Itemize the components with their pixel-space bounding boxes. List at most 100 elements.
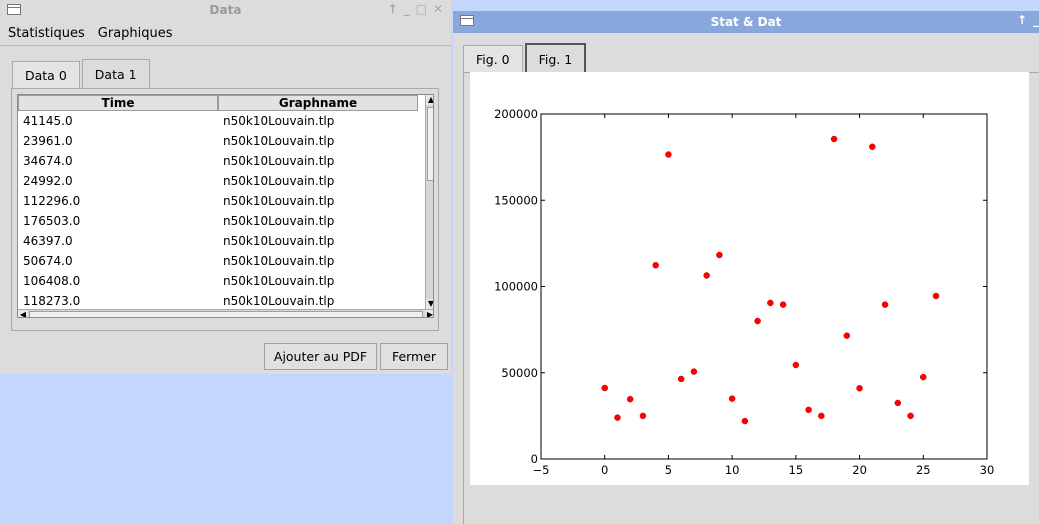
data-point bbox=[779, 301, 787, 308]
cell-graphname: n50k10Louvain.tlp bbox=[223, 214, 335, 228]
table-row[interactable]: 41145.0 n50k10Louvain.tlp bbox=[18, 111, 418, 131]
table-row[interactable]: 176503.0 n50k10Louvain.tlp bbox=[18, 211, 418, 231]
cell-time: 41145.0 bbox=[23, 114, 73, 128]
scroll-right-arrow-icon[interactable]: ▶ bbox=[425, 310, 434, 318]
table-row[interactable]: 23961.0 n50k10Louvain.tlp bbox=[18, 131, 418, 151]
cell-graphname: n50k10Louvain.tlp bbox=[223, 294, 335, 308]
figure-canvas: −5 0 5 10 15 20 25 30 0 50000 100000 150000 200000 bbox=[470, 72, 1029, 485]
tab-data-1[interactable]: Data 1 bbox=[81, 59, 150, 89]
close-icon[interactable]: ✕ bbox=[432, 2, 443, 16]
tab-fig-1[interactable]: Fig. 1 bbox=[524, 43, 587, 72]
cell-time: 118273.0 bbox=[23, 294, 81, 308]
horizontal-scroll-thumb[interactable] bbox=[29, 311, 423, 317]
cell-time: 34674.0 bbox=[23, 154, 73, 168]
scroll-left-arrow-icon[interactable]: ◀ bbox=[18, 310, 28, 318]
x-tick-label: 0 bbox=[601, 463, 608, 477]
data-point bbox=[843, 332, 851, 339]
x-tick-label: 5 bbox=[665, 463, 672, 477]
cell-graphname: n50k10Louvain.tlp bbox=[223, 134, 335, 148]
tab-data-0[interactable]: Data 0 bbox=[12, 61, 80, 89]
data-point bbox=[716, 251, 723, 259]
keep-above-icon[interactable]: ↑ bbox=[1016, 13, 1027, 27]
stat-window-body: Fig. 0 Fig. 1 −5 0 5 10 15 20 25 30 0 50000 100000… bbox=[453, 33, 1039, 524]
y-tick-label: 150000 bbox=[494, 193, 538, 207]
cell-graphname: n50k10Louvain.tlp bbox=[223, 114, 335, 128]
data-point bbox=[920, 373, 927, 381]
data-point bbox=[869, 143, 876, 151]
table-row[interactable]: 112296.0 n50k10Louvain.tlp bbox=[18, 191, 418, 211]
data-point bbox=[856, 385, 863, 392]
vertical-scroll-thumb[interactable] bbox=[427, 107, 433, 181]
table-row[interactable]: 34674.0 n50k10Louvain.tlp bbox=[18, 151, 418, 171]
cell-graphname: n50k10Louvain.tlp bbox=[223, 274, 335, 288]
data-point bbox=[741, 417, 749, 425]
data-point bbox=[665, 151, 672, 158]
data-window-titlebar[interactable]: Data ↑ _ □ ✕ bbox=[0, 0, 451, 20]
x-tick-label: −5 bbox=[533, 463, 550, 477]
minimize-icon[interactable]: _ bbox=[403, 2, 410, 16]
cell-graphname: n50k10Louvain.tlp bbox=[223, 194, 335, 208]
cell-time: 176503.0 bbox=[23, 214, 81, 228]
table-row[interactable]: 50674.0 n50k10Louvain.tlp bbox=[18, 251, 418, 271]
cell-graphname: n50k10Louvain.tlp bbox=[223, 254, 335, 268]
data-point bbox=[907, 412, 914, 420]
data-point bbox=[932, 292, 940, 300]
menu-statistiques[interactable]: Statistiques bbox=[8, 26, 85, 41]
column-header-time[interactable]: Time bbox=[18, 95, 218, 111]
menubar: Statistiques Graphiques bbox=[0, 22, 451, 46]
cell-time: 50674.0 bbox=[23, 254, 73, 268]
tab-fig-0[interactable]: Fig. 0 bbox=[463, 45, 523, 72]
add-to-pdf-button[interactable]: Ajouter au PDF bbox=[264, 343, 377, 370]
menu-graphiques[interactable]: Graphiques bbox=[97, 26, 173, 41]
data-point bbox=[792, 361, 800, 369]
table-row[interactable]: 46397.0 n50k10Louvain.tlp bbox=[18, 231, 418, 251]
window-menu-icon[interactable] bbox=[7, 4, 21, 15]
data-window: Data ↑ _ □ ✕ Statistiques Graphiques Dat… bbox=[0, 0, 451, 374]
column-header-graphname[interactable]: Graphname bbox=[218, 95, 418, 111]
table-row[interactable]: 118273.0 n50k10Louvain.tlp bbox=[18, 291, 418, 311]
data-point bbox=[652, 262, 659, 269]
data-point bbox=[754, 317, 761, 325]
data-point bbox=[690, 368, 698, 375]
cell-time: 112296.0 bbox=[23, 194, 81, 208]
data-point bbox=[626, 395, 634, 403]
data-point bbox=[677, 375, 685, 383]
horizontal-scrollbar[interactable]: ◀ ▶ bbox=[18, 309, 434, 318]
x-tick-label: 30 bbox=[980, 463, 995, 477]
close-button[interactable]: Fermer bbox=[380, 343, 448, 370]
cell-time: 24992.0 bbox=[23, 174, 73, 188]
data-tab-panel: Time Graphname 41145.0 n50k10Louvain.tlp 2… bbox=[11, 88, 439, 331]
stat-window-titlebar[interactable]: Stat & Dat ↑ _ bbox=[453, 11, 1039, 33]
data-window-title: Data bbox=[209, 3, 242, 17]
y-tick-label: 100000 bbox=[494, 280, 538, 294]
scroll-up-arrow-icon[interactable]: ▲ bbox=[426, 95, 434, 105]
scroll-down-arrow-icon[interactable]: ▼ bbox=[426, 299, 434, 309]
x-tick-label: 25 bbox=[916, 463, 931, 477]
minimize-icon[interactable]: _ bbox=[1033, 13, 1039, 27]
y-tick-label: 50000 bbox=[501, 366, 538, 380]
maximize-icon[interactable]: □ bbox=[415, 2, 427, 16]
data-point bbox=[805, 406, 812, 414]
data-point bbox=[767, 299, 774, 307]
stat-window-title: Stat & Dat bbox=[710, 15, 782, 29]
cell-graphname: n50k10Louvain.tlp bbox=[223, 174, 335, 188]
data-point bbox=[703, 272, 710, 279]
data-point bbox=[639, 412, 647, 420]
stat-window: Stat & Dat ↑ _ Fig. 0 Fig. 1 −5 0 5 10 15 20 2… bbox=[453, 0, 1039, 524]
x-tick-label: 15 bbox=[789, 463, 804, 477]
vertical-scrollbar[interactable]: ▲ ▼ bbox=[425, 95, 434, 309]
window-menu-icon[interactable] bbox=[460, 15, 474, 26]
data-point bbox=[894, 399, 902, 407]
table-row[interactable]: 106408.0 n50k10Louvain.tlp bbox=[18, 271, 418, 291]
data-point bbox=[881, 301, 889, 308]
data-point bbox=[601, 384, 608, 392]
cell-time: 46397.0 bbox=[23, 234, 73, 248]
x-tick-label: 10 bbox=[725, 463, 740, 477]
keep-above-icon[interactable]: ↑ bbox=[387, 2, 398, 16]
data-point bbox=[818, 412, 825, 420]
table-body: 41145.0 n50k10Louvain.tlp 23961.0 n50k10Lou… bbox=[18, 111, 418, 311]
y-tick-label: 200000 bbox=[494, 107, 538, 121]
table-row[interactable]: 24992.0 n50k10Louvain.tlp bbox=[18, 171, 418, 191]
data-point bbox=[614, 414, 621, 421]
figure-tabbar: Fig. 0 Fig. 1 bbox=[463, 43, 588, 72]
